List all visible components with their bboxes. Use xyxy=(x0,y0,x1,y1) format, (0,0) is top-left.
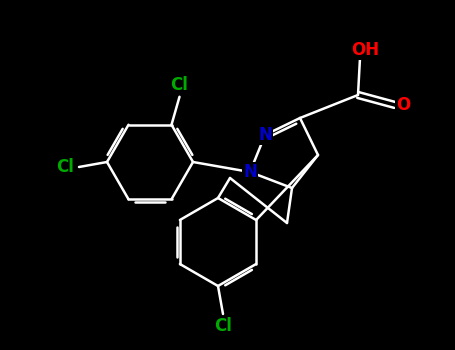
Text: Cl: Cl xyxy=(214,317,232,335)
Text: N: N xyxy=(243,163,257,181)
Text: O: O xyxy=(396,96,410,114)
Text: OH: OH xyxy=(351,41,379,59)
Text: Cl: Cl xyxy=(56,158,74,176)
Text: Cl: Cl xyxy=(171,76,188,94)
Text: N: N xyxy=(258,126,272,144)
